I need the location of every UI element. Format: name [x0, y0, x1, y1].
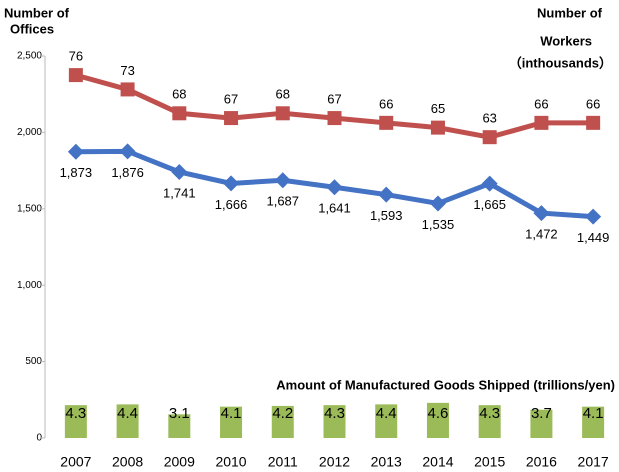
marker — [533, 205, 550, 222]
marker — [223, 175, 240, 192]
bar-label: 4.4 — [117, 405, 138, 422]
y-label: Offices — [10, 21, 54, 36]
bar-label: 4.1 — [221, 405, 242, 422]
x-tick-label: 2015 — [474, 454, 505, 470]
data-label: 63 — [482, 111, 496, 126]
bar — [116, 404, 139, 438]
x-tick-label: 2008 — [112, 454, 143, 470]
x-tick-label: 2016 — [526, 454, 557, 470]
marker — [430, 120, 445, 135]
data-label: 1,666 — [215, 197, 248, 212]
bar-label: 4.3 — [65, 405, 86, 422]
marker — [120, 82, 135, 97]
bar-label: 4.3 — [324, 405, 345, 422]
bar — [478, 405, 501, 438]
y2-label: Number of — [537, 5, 603, 20]
data-label: 66 — [534, 96, 548, 111]
marker — [586, 115, 601, 130]
marker — [172, 106, 187, 121]
bar-series-label: Amount of Manufactured Goods Shipped (tr… — [276, 377, 615, 392]
data-label: 67 — [224, 92, 238, 107]
x-tick-label: 2012 — [319, 454, 350, 470]
bar — [323, 405, 346, 438]
bar — [168, 414, 191, 438]
marker — [482, 130, 497, 145]
data-label: 67 — [327, 92, 341, 107]
marker — [481, 175, 498, 192]
marker — [67, 143, 84, 160]
data-label: 1,665 — [473, 197, 506, 212]
data-label: 65 — [431, 101, 445, 116]
bar — [271, 405, 294, 438]
y-tick-label: 1,000 — [17, 280, 42, 291]
x-tick-label: 2013 — [371, 454, 402, 470]
x-tick-label: 2017 — [578, 454, 609, 470]
data-label: 73 — [120, 63, 134, 78]
data-label: 1,641 — [318, 201, 351, 216]
data-label: 66 — [379, 96, 393, 111]
bar — [582, 406, 605, 438]
marker — [534, 115, 549, 130]
bar-label: 4.1 — [583, 405, 604, 422]
marker — [224, 111, 239, 126]
bar-label: 4.6 — [428, 405, 449, 422]
x-tick-label: 2007 — [60, 454, 91, 470]
data-label: 1,741 — [163, 185, 196, 200]
marker — [119, 143, 136, 160]
y2-label: Workers — [540, 33, 592, 48]
data-label: 1,535 — [422, 217, 455, 232]
marker — [379, 115, 394, 130]
data-label: 68 — [276, 87, 290, 102]
data-label: 1,472 — [525, 227, 558, 242]
data-label: 1,873 — [60, 165, 93, 180]
y-tick-label: 2,000 — [17, 127, 42, 138]
bar-label: 4.2 — [272, 405, 293, 422]
x-tick-label: 2009 — [164, 454, 195, 470]
y-tick-label: 500 — [25, 356, 42, 367]
data-label: 68 — [172, 87, 186, 102]
y2-label: （inthousands） — [509, 55, 612, 70]
bar-label: 4.3 — [479, 405, 500, 422]
x-tick-label: 2011 — [268, 454, 298, 470]
data-label: 1,593 — [370, 208, 403, 223]
marker — [68, 68, 83, 83]
data-label: 1,687 — [266, 194, 299, 209]
bar — [220, 406, 243, 438]
y-tick-label: 0 — [36, 433, 42, 444]
marker — [274, 172, 291, 189]
data-label: 1,449 — [577, 230, 610, 245]
data-label: 76 — [69, 49, 83, 64]
y-tick-label: 1,500 — [17, 203, 42, 214]
marker — [585, 208, 602, 225]
bar — [375, 404, 398, 438]
x-tick-label: 2010 — [215, 454, 246, 470]
bar — [64, 405, 87, 438]
bar — [530, 409, 553, 438]
bar — [426, 402, 449, 438]
marker — [171, 163, 188, 180]
bar-label: 3.1 — [169, 405, 190, 422]
data-label: 1,876 — [111, 165, 144, 180]
marker — [326, 179, 343, 196]
bar-label: 3.7 — [531, 405, 552, 422]
y-label: Number of — [4, 5, 70, 20]
marker — [327, 111, 342, 126]
marker — [275, 106, 290, 121]
data-label: 66 — [586, 96, 600, 111]
marker — [378, 186, 395, 203]
bar-label: 4.4 — [376, 405, 397, 422]
marker — [429, 195, 446, 212]
y-tick-label: 2,500 — [17, 51, 42, 62]
x-tick-label: 2014 — [422, 454, 453, 470]
